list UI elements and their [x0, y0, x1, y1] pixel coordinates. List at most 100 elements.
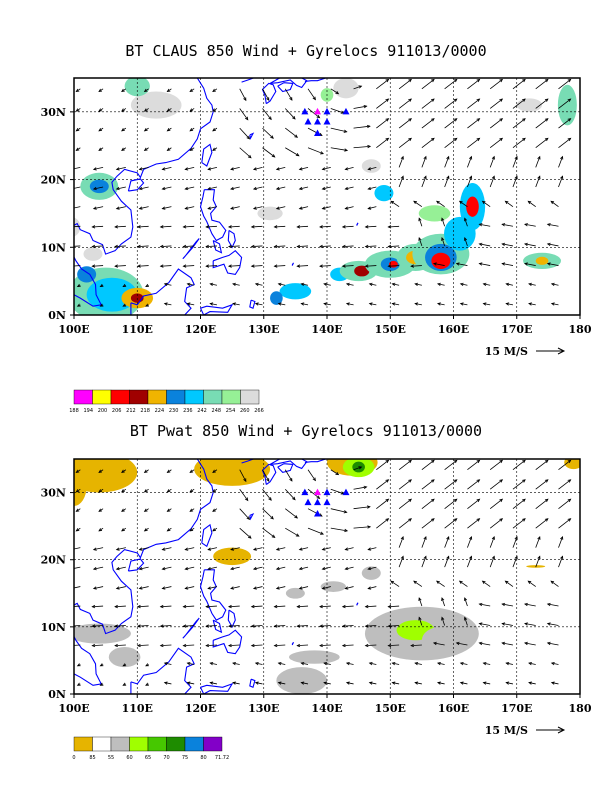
wind-arrow: [482, 200, 491, 207]
wind-arrowhead: [319, 643, 323, 648]
wind-arrowhead: [408, 479, 412, 483]
wind-arrow: [558, 98, 571, 109]
wind-arrow: [319, 625, 331, 627]
wind-arrow: [284, 488, 296, 500]
wind-arrowhead: [367, 586, 372, 590]
colorbar-label: 206: [112, 408, 122, 414]
shaded-region: [557, 84, 577, 126]
wind-arrow: [376, 79, 389, 90]
wind-arrowhead: [478, 242, 483, 247]
wind-arrow: [550, 580, 559, 587]
wind-arrow: [342, 265, 354, 267]
wind-arrow: [116, 566, 126, 570]
wind-arrowhead: [478, 622, 483, 626]
shaded-region: [466, 196, 479, 217]
wind-arrowhead: [247, 535, 252, 539]
wind-arrowhead: [121, 128, 125, 132]
wind-arrowhead: [186, 302, 191, 306]
wind-arrow: [482, 580, 491, 587]
wind-arrowhead: [344, 528, 349, 533]
wind-arrow: [444, 518, 458, 529]
x-tick-label: 100E: [58, 702, 89, 715]
colorbar-swatch: [110, 389, 130, 405]
wind-arrowhead: [163, 681, 168, 685]
wind-arrowhead: [390, 580, 395, 584]
wind-arrowhead: [271, 534, 276, 538]
wind-arrow: [444, 156, 450, 168]
wind-arrowhead: [275, 186, 280, 191]
wind-arrow: [299, 547, 309, 551]
wind-arrowhead: [537, 535, 541, 540]
wind-arrow: [74, 225, 81, 228]
x-tick-label: 120E: [185, 702, 216, 715]
wind-arrow: [74, 206, 81, 209]
wind-arrow: [376, 518, 389, 529]
wind-arrowhead: [341, 244, 346, 249]
wind-arrowhead: [408, 78, 412, 83]
wind-arrowhead: [252, 547, 257, 551]
wind-arrowhead: [408, 498, 412, 503]
wind-arrow: [528, 200, 536, 207]
wind-arrowhead: [166, 147, 171, 151]
wind-arrow: [535, 137, 549, 149]
wind-arrowhead: [410, 264, 415, 268]
wind-arrow: [551, 682, 559, 685]
wind-arrowhead: [478, 262, 483, 266]
wind-arrow: [262, 508, 274, 520]
wind-arrow: [365, 265, 377, 267]
wind-arrow: [444, 176, 450, 188]
wind-arrowhead: [431, 498, 435, 503]
wind-arrow: [524, 603, 536, 607]
wind-arrowhead: [476, 498, 481, 503]
wind-arrowhead: [205, 225, 210, 229]
wind-arrow: [274, 644, 286, 647]
wind-arrow: [251, 265, 263, 267]
wind-arrow: [164, 662, 172, 665]
wind-arrowhead: [232, 282, 236, 286]
wind-arrow: [346, 283, 354, 286]
wind-arrow: [441, 617, 446, 626]
wind-arrowhead: [345, 302, 350, 306]
wind-arrow: [276, 586, 286, 589]
wind-arrowhead: [254, 302, 259, 306]
wind-arrow: [262, 469, 270, 482]
wind-arrow: [92, 644, 104, 647]
wind-arrow: [183, 644, 195, 647]
wind-arrowhead: [431, 98, 435, 102]
wind-arrow: [535, 518, 549, 529]
wind-arrow: [524, 223, 536, 227]
wind-arrow: [297, 605, 309, 608]
wind-arrow: [342, 625, 354, 627]
wind-arrowhead: [463, 217, 468, 222]
wind-arrow: [116, 547, 126, 551]
wind-arrowhead: [252, 566, 257, 571]
wind-arrowhead: [546, 223, 551, 227]
wind-arrow: [505, 200, 514, 207]
wind-arrowhead: [431, 118, 435, 122]
wind-arrowhead: [115, 586, 120, 590]
wind-arrow: [524, 263, 536, 266]
wind-arrow: [415, 283, 422, 286]
wind-arrowhead: [294, 515, 299, 519]
wind-arrowhead: [75, 508, 80, 512]
wind-arrowhead: [92, 186, 97, 191]
wind-arrowhead: [522, 459, 526, 464]
wind-arrowhead: [414, 302, 419, 306]
wind-arrowhead: [289, 477, 293, 482]
wind-arrow: [239, 127, 250, 140]
gyre-location-triangle: [323, 118, 331, 125]
wind-arrow: [187, 682, 195, 685]
wind-arrow: [93, 566, 104, 570]
wind-arrow: [368, 206, 377, 210]
wind-arrow: [467, 118, 480, 129]
wind-arrowhead: [98, 469, 103, 473]
wind-arrowhead: [252, 186, 257, 191]
wind-arrow: [185, 547, 195, 551]
wind-arrowhead: [319, 264, 323, 268]
wind-arrowhead: [323, 661, 328, 666]
wind-arrow: [115, 245, 126, 248]
wind-arrowhead: [522, 78, 526, 83]
wind-scale-label: 15 M/S: [485, 724, 528, 737]
wind-arrow: [535, 176, 541, 188]
wind-arrowhead: [385, 137, 390, 142]
